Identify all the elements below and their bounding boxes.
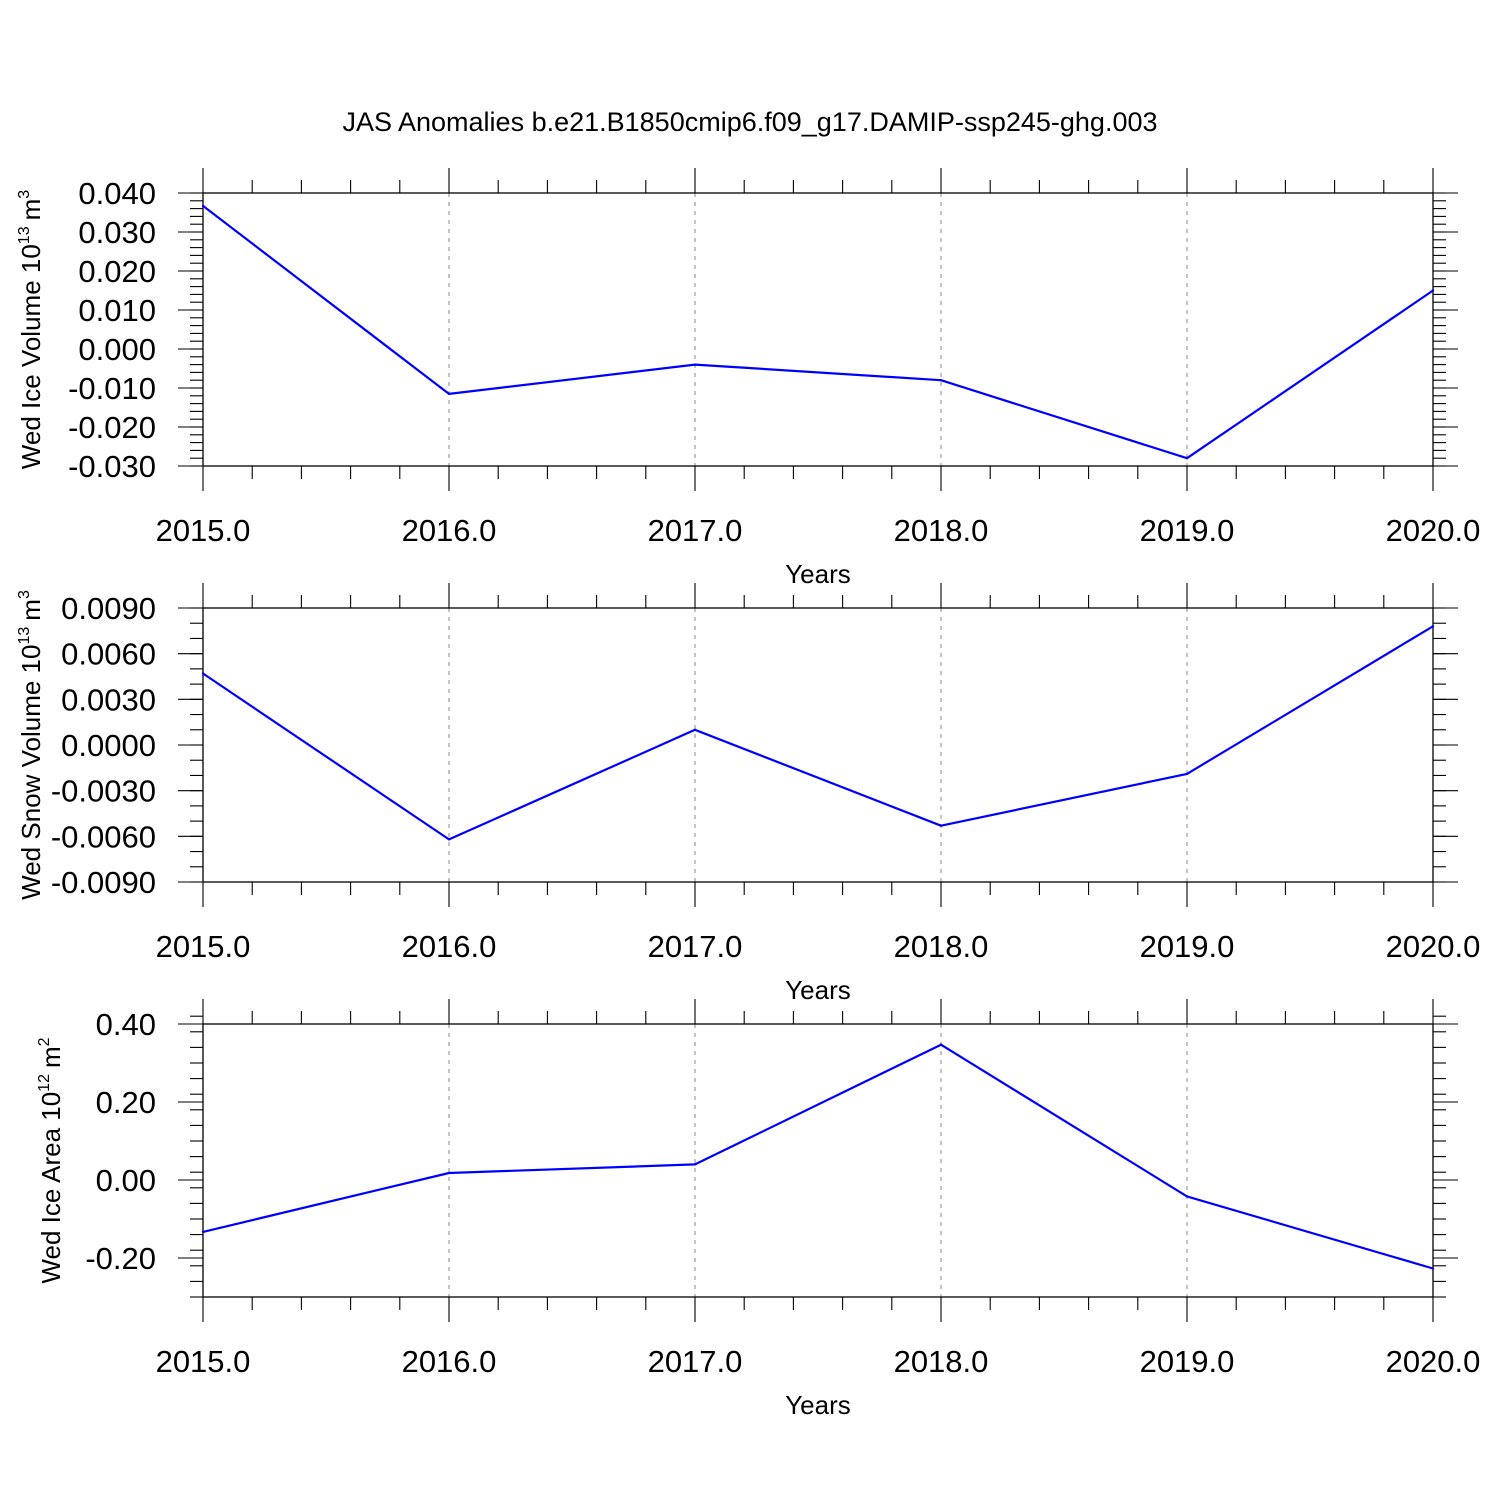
y-tick-label: 0.020 [78, 254, 156, 289]
y-tick-label: -0.010 [68, 371, 156, 406]
series-line [202, 625, 1434, 841]
x-tick-label: 2018.0 [894, 513, 989, 548]
data-point [1431, 289, 1435, 292]
x-axis-label: Years [785, 559, 851, 589]
data-point [201, 672, 205, 675]
x-tick-label: 2020.0 [1386, 929, 1481, 964]
panel-2: 2015.0 2016.0 2017.0 2018.0 2019.0 2020.0 -0.0… [16, 583, 1480, 1005]
x-tick-label: 2015.0 [156, 513, 251, 548]
x-tick-label: 2017.0 [648, 929, 743, 964]
x-tick-label: 2016.0 [402, 929, 497, 964]
y-tick-label: 0.40 [96, 1007, 156, 1042]
y-axis-label-text: Wed Ice Area 10 [36, 1092, 66, 1284]
x-tick-label: 2020.0 [1386, 1344, 1481, 1379]
data-point [1185, 1195, 1189, 1198]
plot-frame [202, 607, 1434, 883]
panel-3: 2015.0 2016.0 2017.0 2018.0 2019.0 2020.0 -0.2… [36, 999, 1480, 1420]
x-axis-label: Years [785, 975, 851, 1005]
x-tick-label: 2019.0 [1140, 1344, 1235, 1379]
data-point [939, 1043, 943, 1046]
x-tick-label: 2017.0 [648, 1344, 743, 1379]
series-line [202, 1043, 1434, 1270]
x-axis-label: Years [785, 1390, 851, 1420]
y-tick-label: -0.0030 [51, 774, 156, 809]
y-tick-label: 0.010 [78, 293, 156, 328]
series-line [202, 205, 1434, 460]
data-point [447, 838, 451, 841]
y-axis-label-text: Wed Snow Volume 10 [16, 645, 46, 900]
data-point [939, 379, 943, 382]
data-point [939, 824, 943, 827]
y-axis-label-unit: m [16, 199, 46, 221]
data-point [693, 363, 697, 366]
x-tick-label: 2019.0 [1140, 929, 1235, 964]
y-tick-label: 0.20 [96, 1085, 156, 1120]
y-tick-label: 0.0030 [61, 682, 156, 717]
x-tick-label: 2016.0 [402, 513, 497, 548]
y-axis-label-exponent: 12 [36, 1074, 53, 1092]
y-axis-label: Wed Ice Volume 1013 m3 [16, 190, 46, 469]
data-point [1185, 772, 1189, 776]
y-tick-label: 0.0060 [61, 637, 156, 672]
y-axis-label-unit-exponent: 2 [36, 1037, 53, 1046]
data-point [1431, 1267, 1435, 1270]
data-point [447, 1171, 451, 1175]
y-tick-label: -0.030 [68, 449, 156, 484]
x-tick-label: 2016.0 [402, 1344, 497, 1379]
y-tick-label: -0.20 [85, 1241, 156, 1276]
data-point [447, 392, 451, 396]
figure-title: JAS Anomalies b.e21.B1850cmip6.f09_g17.D… [342, 107, 1157, 137]
y-tick-label: 0.0000 [61, 728, 156, 763]
y-tick-label: -0.0090 [51, 865, 156, 900]
y-tick-label: 0.000 [78, 332, 156, 367]
y-axis-label: Wed Snow Volume 1013 m3 [16, 590, 46, 900]
y-tick-label: -0.0060 [51, 819, 156, 854]
y-axis-label-unit: m [16, 599, 46, 621]
data-point [1185, 457, 1189, 460]
x-tick-label: 2015.0 [156, 1344, 251, 1379]
x-tick-label: 2018.0 [894, 929, 989, 964]
y-axis-label-unit-exponent: 3 [16, 590, 33, 599]
data-point [201, 204, 205, 208]
y-axis-label-exponent: 13 [16, 627, 33, 645]
x-tick-label: 2019.0 [1140, 513, 1235, 548]
y-axis-label-exponent: 13 [16, 226, 33, 244]
data-point [1431, 625, 1435, 628]
y-tick-label: 0.030 [78, 215, 156, 250]
x-tick-label: 2020.0 [1386, 513, 1481, 548]
panel-1: 2015.0 2016.0 2017.0 2018.0 2019.0 2020.0 -0.0… [16, 168, 1480, 589]
x-tick-label: 2018.0 [894, 1344, 989, 1379]
data-point [693, 1163, 697, 1166]
data-point [201, 1230, 205, 1234]
y-tick-label: 0.040 [78, 176, 156, 211]
y-axis-label-unit-exponent: 3 [16, 190, 33, 199]
x-tick-label: 2017.0 [648, 513, 743, 548]
y-tick-label: 0.0090 [61, 591, 156, 626]
plot-frame [202, 1023, 1434, 1298]
y-axis-label-text: Wed Ice Volume 10 [16, 244, 46, 469]
y-tick-label: 0.00 [96, 1163, 156, 1198]
y-axis-label-unit: m [36, 1046, 66, 1068]
y-tick-label: -0.020 [68, 410, 156, 445]
x-tick-label: 2015.0 [156, 929, 251, 964]
data-point [693, 728, 697, 731]
y-axis-label: Wed Ice Area 1012 m2 [36, 1037, 66, 1283]
plot-frame [202, 192, 1434, 467]
